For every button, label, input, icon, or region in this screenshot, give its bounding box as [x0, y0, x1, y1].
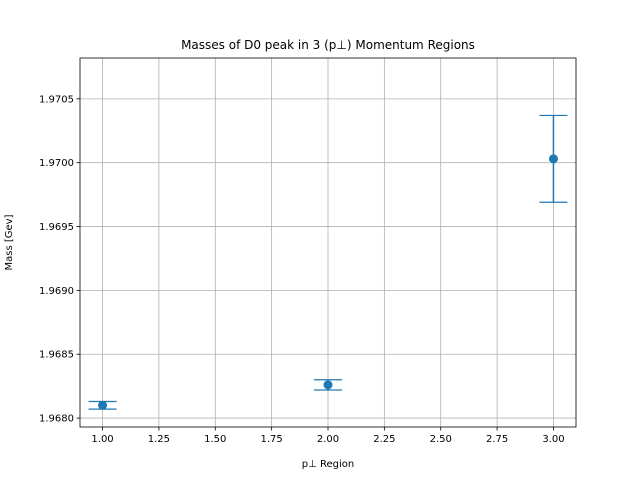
x-axis-label: p⊥ Region [302, 459, 354, 470]
data-point [323, 380, 333, 390]
x-axis-ticks: 1.00 1.25 1.50 1.75 2.00 2.25 2.50 2.75 3.00 [91, 427, 565, 445]
y-tick-label: 1.9685 [39, 350, 74, 361]
x-tick-label: 1.25 [148, 434, 170, 445]
x-tick-label: 2.50 [430, 434, 452, 445]
grid [80, 58, 576, 427]
x-tick-label: 1.00 [91, 434, 113, 445]
y-axis-label: Mass [Gev] [4, 214, 15, 270]
y-tick-label: 1.9695 [39, 222, 74, 233]
x-tick-label: 2.25 [373, 434, 395, 445]
chart-title: Masses of D0 peak in 3 (p⊥) Momentum Reg… [181, 38, 475, 52]
x-tick-label: 1.50 [204, 434, 226, 445]
y-tick-label: 1.9705 [39, 94, 74, 105]
data-point [98, 400, 108, 410]
y-tick-label: 1.9700 [39, 158, 74, 169]
x-tick-label: 3.00 [542, 434, 564, 445]
x-tick-label: 2.00 [317, 434, 339, 445]
x-tick-label: 2.75 [486, 434, 508, 445]
y-tick-label: 1.9680 [39, 414, 74, 425]
data-point [548, 154, 558, 164]
y-tick-label: 1.9690 [39, 286, 74, 297]
y-axis-ticks: 1.9680 1.9685 1.9690 1.9695 1.9700 1.9705 [39, 94, 80, 425]
data-points [98, 154, 558, 410]
x-tick-label: 1.75 [261, 434, 283, 445]
